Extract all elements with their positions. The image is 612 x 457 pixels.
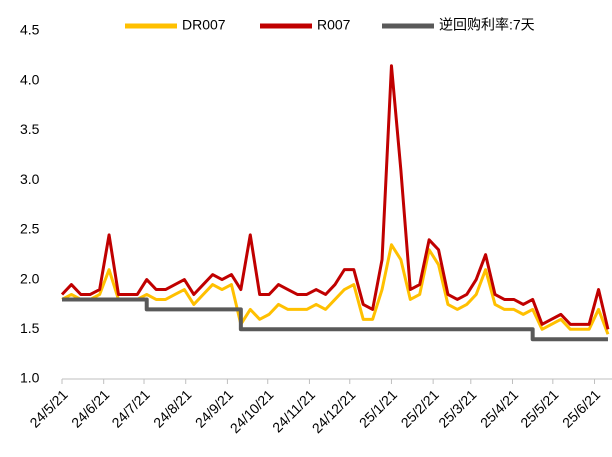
series-line — [60, 64, 610, 330]
legend-label: 逆回购利率:7天 — [439, 17, 535, 33]
x-tick-label: 24/12/21 — [309, 386, 359, 436]
x-tick-label: 25/5/21 — [517, 386, 561, 430]
x-tick-label: 25/3/21 — [435, 386, 479, 430]
x-tick-label: 25/1/21 — [356, 386, 400, 430]
x-tick-label: 24/6/21 — [68, 386, 112, 430]
y-tick-label: 2.0 — [20, 270, 40, 286]
legend-label: R007 — [317, 17, 351, 33]
y-tick-label: 4.0 — [20, 71, 40, 87]
y-tick-label: 4.5 — [20, 22, 40, 38]
series-line — [62, 297, 608, 342]
y-tick-label: 3.0 — [20, 171, 40, 187]
x-tick-label: 24/8/21 — [150, 386, 194, 430]
x-tick-label: 24/10/21 — [227, 386, 277, 436]
series-line — [61, 243, 610, 335]
x-tick-label: 24/5/21 — [26, 386, 70, 430]
legend-label: DR007 — [182, 17, 226, 33]
y-tick-label: 1.5 — [20, 320, 40, 336]
x-tick-label: 24/7/21 — [108, 386, 152, 430]
x-tick-label: 25/4/21 — [477, 386, 521, 430]
x-tick-label: 25/2/21 — [398, 386, 442, 430]
y-tick-label: 3.5 — [20, 121, 40, 137]
x-tick-label: 25/6/21 — [559, 386, 603, 430]
y-tick-label: 1.0 — [20, 370, 40, 386]
y-tick-label: 2.5 — [20, 221, 40, 237]
